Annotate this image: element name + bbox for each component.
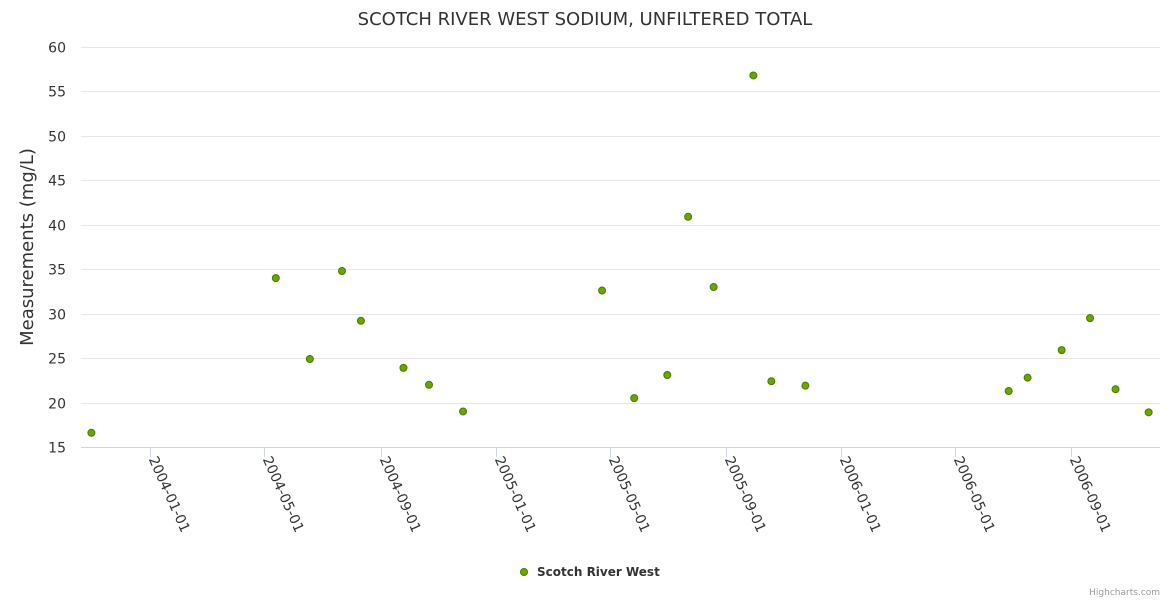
- data-point[interactable]: [305, 355, 314, 363]
- data-point[interactable]: [1111, 385, 1120, 394]
- data-points: [87, 71, 1153, 437]
- credits-link[interactable]: Highcharts.com: [1089, 588, 1160, 598]
- data-point[interactable]: [459, 407, 468, 416]
- data-point[interactable]: [598, 286, 607, 295]
- y-tick-label: 20: [48, 397, 66, 413]
- data-point[interactable]: [271, 274, 280, 283]
- y-axis-ticks: 15 20 25 30 35 40 45 50 55 60: [48, 41, 66, 457]
- data-point[interactable]: [749, 71, 758, 80]
- y-tick-label: 40: [48, 219, 66, 235]
- data-point[interactable]: [709, 283, 718, 291]
- y-tick-label: 55: [48, 85, 66, 101]
- data-point[interactable]: [1086, 314, 1095, 323]
- y-axis-label: Measurements (mg/L): [17, 148, 38, 346]
- data-point[interactable]: [801, 381, 810, 390]
- x-tick-label: 2006-09-01: [1066, 454, 1114, 535]
- legend-marker-icon: [520, 568, 528, 576]
- x-tick-label: 2004-05-01: [259, 454, 307, 535]
- data-point[interactable]: [767, 377, 776, 386]
- x-tick-label: 2005-05-01: [605, 454, 653, 535]
- x-tick-label: 2004-09-01: [376, 454, 424, 535]
- y-tick-label: 35: [48, 263, 66, 279]
- data-point[interactable]: [1004, 387, 1013, 395]
- data-point[interactable]: [425, 380, 434, 389]
- data-point[interactable]: [663, 371, 672, 379]
- data-point[interactable]: [1057, 346, 1066, 355]
- data-point[interactable]: [399, 363, 408, 372]
- legend-item-scotch-river-west[interactable]: Scotch River West: [537, 565, 660, 579]
- data-point[interactable]: [684, 212, 693, 221]
- y-tick-label: 15: [48, 441, 66, 457]
- y-tick-label: 60: [48, 41, 66, 57]
- x-tick-label: 2006-01-01: [836, 454, 884, 535]
- y-tick-label: 50: [48, 130, 66, 146]
- chart-title: SCOTCH RIVER WEST SODIUM, UNFILTERED TOT…: [358, 9, 813, 30]
- data-point[interactable]: [338, 267, 347, 275]
- x-axis-ticks: 2004-01-01 2004-05-01 2004-09-01 2005-01-01…: [145, 447, 1114, 535]
- data-point[interactable]: [630, 394, 639, 403]
- legend[interactable]: Scotch River West: [520, 565, 661, 579]
- data-point[interactable]: [1023, 373, 1032, 382]
- x-tick-label: 2006-05-01: [950, 454, 998, 535]
- x-tick-label: 2005-01-01: [491, 454, 539, 535]
- x-tick-label: 2005-09-01: [721, 454, 769, 535]
- grid-lines: [81, 47, 1160, 404]
- data-point[interactable]: [1144, 408, 1153, 417]
- x-tick-label: 2004-01-01: [145, 454, 193, 535]
- y-tick-label: 45: [48, 174, 66, 190]
- data-point[interactable]: [356, 316, 365, 325]
- y-tick-label: 30: [48, 308, 66, 324]
- data-point[interactable]: [87, 428, 96, 437]
- y-tick-label: 25: [48, 352, 66, 368]
